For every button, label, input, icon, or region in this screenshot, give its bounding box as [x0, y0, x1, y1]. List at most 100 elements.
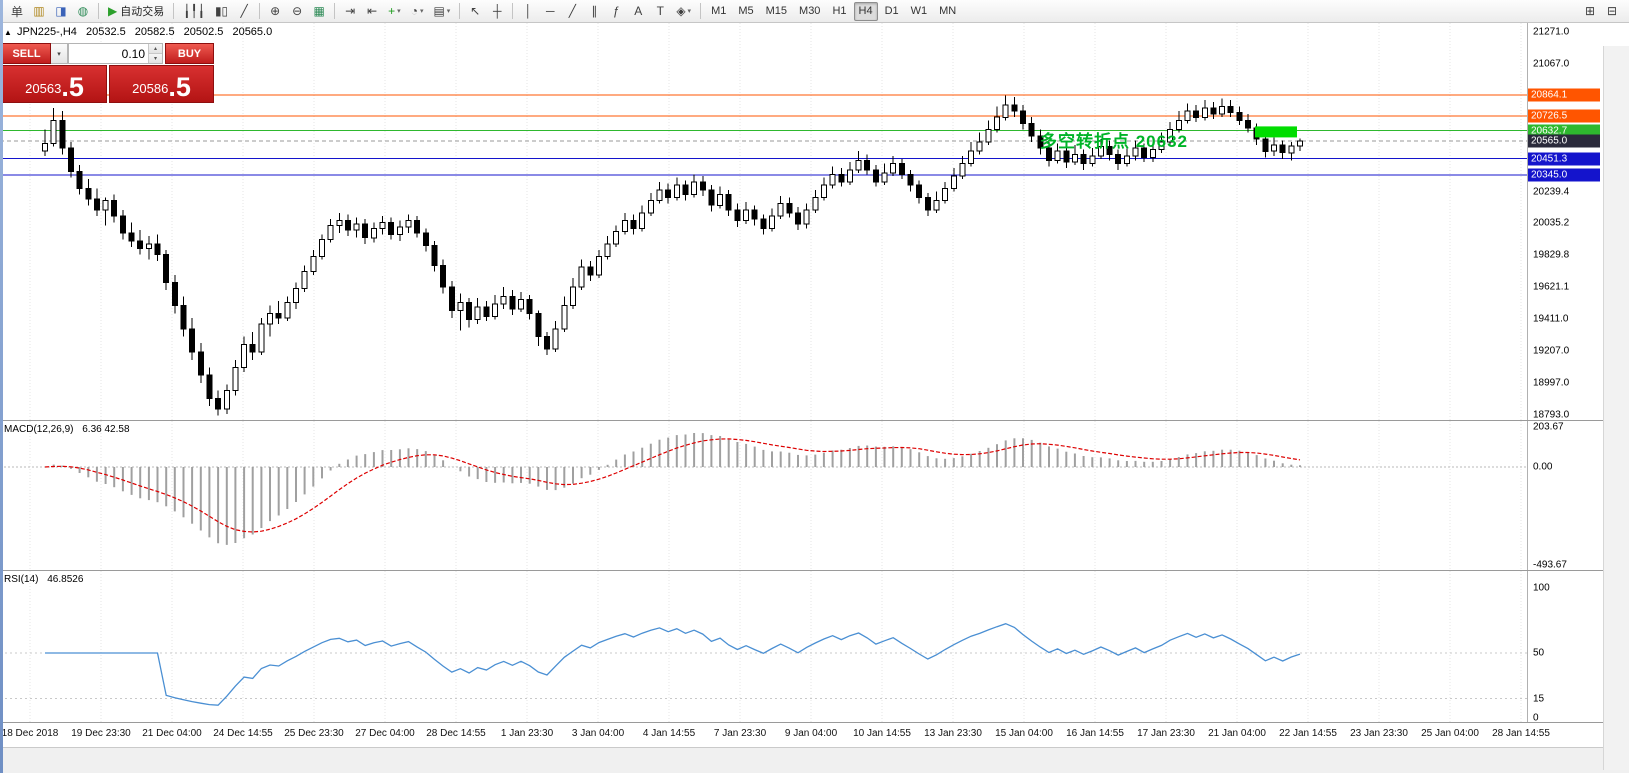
sell-price[interactable]: 20563 .5 — [2, 65, 107, 103]
new-order-button[interactable]: 单 — [7, 2, 27, 21]
trendline-button[interactable]: ╱ — [562, 2, 582, 21]
crosshair-button[interactable]: ┼ — [487, 2, 507, 21]
market-watch-icon: ◍ — [77, 4, 89, 18]
time-tick-label: 25 Dec 23:30 — [284, 728, 344, 739]
candlestick-chart-icon: ▮▯ — [214, 4, 229, 18]
print-button[interactable]: ⊟ — [1602, 2, 1622, 21]
vertical-scrollbar[interactable] — [1603, 46, 1629, 770]
time-tick-label: 23 Jan 23:30 — [1350, 728, 1408, 739]
sell-button[interactable]: SELL — [2, 43, 51, 64]
time-tick-label: 21 Dec 04:00 — [142, 728, 202, 739]
timeframe-m15-button[interactable]: M15 — [761, 2, 792, 21]
buy-price-frac: .5 — [168, 72, 191, 102]
templates-icon: ▤ — [433, 4, 445, 18]
auto-scroll-button[interactable]: ⇥ — [340, 2, 360, 21]
fibonacci-icon: ƒ — [612, 4, 620, 18]
trendline-icon: ╱ — [568, 4, 576, 18]
timeframe-h1-button[interactable]: H1 — [827, 2, 851, 21]
price-axis[interactable]: 21271.0 21067.0 20239.4 20035.2 19829.8 19621… — [1527, 23, 1603, 420]
time-tick-label: 7 Jan 23:30 — [713, 728, 767, 739]
market-watch-button[interactable]: ◍ — [73, 2, 93, 21]
chart-annotation-text[interactable]: 多空转折点 20632 — [1040, 132, 1188, 151]
chart-ohlc-readout: ▲ JPN225-,H4 20532.5 20582.5 20502.5 205… — [4, 26, 272, 38]
timeframe-h1-button-label: H1 — [832, 5, 847, 17]
status-strip — [0, 747, 1629, 773]
horizontal-line-button[interactable]: ─ — [540, 2, 560, 21]
horizontal-line-icon: ─ — [546, 4, 555, 18]
time-tick-label: 19 Dec 23:30 — [71, 728, 131, 739]
chart-shift-button[interactable]: ⇤ — [362, 2, 382, 21]
panel-separator[interactable] — [0, 420, 1603, 421]
crosshair-icon: ┼ — [493, 4, 502, 18]
autotrade-button[interactable]: ▶ 自动交易 — [104, 2, 168, 21]
text-button[interactable]: A — [628, 2, 648, 21]
time-tick-label: 24 Dec 14:55 — [213, 728, 273, 739]
window-border — [0, 0, 3, 773]
profiles-button[interactable]: ◨ — [51, 2, 71, 21]
autotrade-icon: ▶ — [108, 4, 118, 18]
volume-stepper[interactable]: ▴ ▾ — [148, 44, 162, 63]
macd-panel[interactable]: MACD(12,26,9) 6.36 42.58 — [0, 421, 1527, 570]
price-level-badge: 20632.7 — [1528, 124, 1600, 138]
line-chart-button[interactable]: ╱ — [234, 2, 254, 21]
timeframe-h4-button[interactable]: H4 — [853, 1, 878, 21]
price-tick-label: 19829.8 — [1533, 249, 1570, 261]
zoom-out-button[interactable]: ⊖ — [287, 2, 307, 21]
shapes-button[interactable]: ◈ ▾ — [672, 2, 695, 21]
zoom-in-button[interactable]: ⊕ — [265, 2, 285, 21]
macd-tick-label: 0.00 — [1533, 461, 1553, 473]
timeframe-m1-button[interactable]: M1 — [706, 2, 731, 21]
time-axis[interactable]: 18 Dec 2018 19 Dec 23:30 21 Dec 04:00 24 De… — [0, 723, 1603, 747]
templates-button[interactable]: ▤ ▾ — [429, 2, 454, 21]
indicators-button[interactable]: + ▾ — [384, 2, 405, 21]
time-tick-label: 10 Jan 14:55 — [853, 728, 911, 739]
timeframe-m30-button[interactable]: M30 — [794, 2, 825, 21]
candlestick-chart-button[interactable]: ▮▯ — [211, 2, 232, 21]
timeframe-mn-button[interactable]: MN — [934, 2, 961, 21]
price-chart-canvas[interactable] — [0, 23, 1527, 420]
timeframe-d1-button[interactable]: D1 — [880, 2, 904, 21]
close-value: 20565.0 — [232, 26, 273, 38]
fibonacci-button[interactable]: ƒ — [606, 2, 626, 21]
stepper-up-icon[interactable]: ▴ — [149, 44, 162, 53]
chevron-down-icon: ▾ — [446, 8, 451, 15]
volume-value[interactable]: 0.10 — [121, 46, 145, 61]
time-tick-label: 4 Jan 14:55 — [642, 728, 696, 739]
time-tick-label: 13 Jan 23:30 — [924, 728, 982, 739]
timeframe-w1-button[interactable]: W1 — [906, 2, 933, 21]
price-tick-label: 19207.0 — [1533, 345, 1570, 357]
macd-tick-label: 203.67 — [1533, 421, 1564, 433]
new-chart-button[interactable]: ▥ — [29, 2, 49, 21]
buy-price[interactable]: 20586 .5 — [109, 65, 214, 103]
order-type-dropdown[interactable]: ▾ — [51, 43, 68, 64]
bar-chart-button[interactable]: ╽╿╽ — [179, 2, 209, 21]
toolbar-separator — [459, 3, 461, 19]
print-preview-button[interactable]: ⊞ — [1580, 2, 1600, 21]
rsi-panel[interactable]: RSI(14) 46.8526 — [0, 571, 1527, 722]
toolbar-separator — [700, 3, 702, 19]
toolbar-separator — [173, 3, 175, 19]
price-tick-label: 20035.2 — [1533, 217, 1570, 229]
cursor-button[interactable]: ↖ — [465, 2, 485, 21]
channel-button[interactable]: ∥ — [584, 2, 604, 21]
rsi-readout: RSI(14) 46.8526 — [4, 574, 83, 585]
rsi-tick-label: 0 — [1533, 712, 1539, 724]
price-tick-label: 21067.0 — [1533, 58, 1570, 70]
toolbar-separator — [259, 3, 261, 19]
label-button[interactable]: T — [650, 2, 670, 21]
price-chart-panel[interactable]: ▲ JPN225-,H4 20532.5 20582.5 20502.5 205… — [0, 23, 1527, 420]
low-value: 20502.5 — [183, 26, 224, 38]
volume-input[interactable]: 0.10 ▴ ▾ — [68, 43, 163, 64]
periods-button[interactable]: ◔ ▾ — [407, 2, 428, 21]
macd-tick-label: -493.67 — [1533, 559, 1567, 571]
rsi-label: RSI(14) — [4, 574, 39, 585]
panel-separator[interactable] — [0, 570, 1603, 571]
vertical-line-button[interactable]: │ — [518, 2, 538, 21]
stepper-down-icon[interactable]: ▾ — [149, 53, 162, 63]
timeframe-m5-button[interactable]: M5 — [733, 2, 758, 21]
timeframe-w1-button-label: W1 — [910, 5, 928, 17]
timeframe-m15-button-label: M15 — [765, 5, 788, 17]
tile-windows-button[interactable]: ▦ — [309, 2, 329, 21]
buy-button[interactable]: BUY — [165, 43, 214, 64]
macd-values: 6.36 42.58 — [82, 424, 130, 435]
